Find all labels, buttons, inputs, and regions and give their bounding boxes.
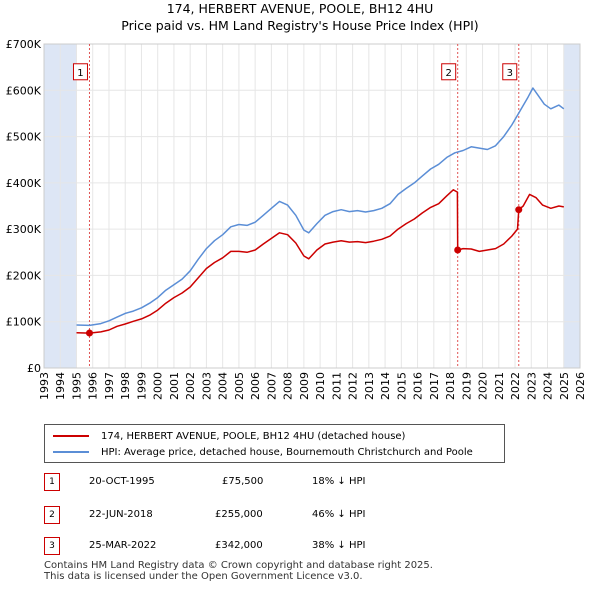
transaction-hpi: 38% ↓ HPI xyxy=(312,540,366,551)
x-tick-label: 2006 xyxy=(249,372,262,400)
x-tick-label: 2007 xyxy=(265,372,278,400)
y-tick-label: £600K xyxy=(6,84,42,97)
annotation-box xyxy=(441,63,457,81)
shaded-period xyxy=(563,44,580,368)
x-tick-label: 2025 xyxy=(558,372,571,400)
x-tick-label: 2020 xyxy=(477,372,490,400)
transaction-price: £342,000 xyxy=(215,540,263,551)
x-tick-label: 2010 xyxy=(314,372,327,400)
x-tick-label: 2002 xyxy=(184,372,197,400)
transaction-point xyxy=(454,246,462,254)
x-tick-label: 2005 xyxy=(233,372,246,400)
transaction-date: 25-MAR-2022 xyxy=(89,540,157,551)
x-tick-label: 2021 xyxy=(493,372,506,400)
chart-title: 174, HERBERT AVENUE, POOLE, BH12 4HU xyxy=(166,1,434,16)
legend-label-hpi: HPI: Average price, detached house, Bour… xyxy=(101,446,473,458)
y-tick-label: £500K xyxy=(6,131,42,144)
x-tick-label: 2012 xyxy=(347,372,360,400)
transaction-hpi: 18% ↓ HPI xyxy=(312,476,366,487)
x-tick-label: 2017 xyxy=(428,372,441,400)
series-line-hpi xyxy=(76,87,565,327)
plot-area xyxy=(44,44,580,368)
footer-licence: This data is licensed under the Open Gov… xyxy=(44,571,363,582)
x-tick-label: 2019 xyxy=(460,372,473,400)
x-tick-label: 2014 xyxy=(379,372,392,400)
transaction-number: 3 xyxy=(44,537,60,555)
y-tick-label: £0 xyxy=(27,362,41,375)
series-line-price xyxy=(76,189,564,334)
annotation-label: 1 xyxy=(77,68,83,79)
y-tick-label: £200K xyxy=(6,269,42,282)
chart-subtitle: Price paid vs. HM Land Registry's House … xyxy=(121,18,479,33)
x-tick-label: 2004 xyxy=(217,372,230,400)
transaction-point xyxy=(85,329,93,337)
x-tick-label: 2008 xyxy=(282,372,295,400)
transaction-date: 22-JUN-2018 xyxy=(89,509,153,520)
x-tick-label: 2011 xyxy=(330,372,343,400)
legend-swatch-price xyxy=(53,435,89,437)
y-tick-label: £300K xyxy=(6,223,42,236)
x-tick-label: 2016 xyxy=(412,372,425,400)
x-tick-label: 1997 xyxy=(103,372,116,400)
legend-item-hpi: HPI: Average price, detached house, Bour… xyxy=(53,445,473,459)
x-tick-label: 2023 xyxy=(525,372,538,400)
x-tick-label: 2026 xyxy=(574,372,587,400)
price-chart: £0 £100K £200K £300K £400K £500K £600K £700K 199… xyxy=(6,38,587,400)
legend-label-price: 174, HERBERT AVENUE, POOLE, BH12 4HU (de… xyxy=(101,430,406,442)
footer-copyright: Contains HM Land Registry data © Crown c… xyxy=(44,560,433,571)
x-tick-label: 2013 xyxy=(363,372,376,400)
transaction-number: 2 xyxy=(44,506,60,524)
y-tick-label: £100K xyxy=(6,316,42,329)
transaction-point xyxy=(515,206,523,214)
transaction-number: 1 xyxy=(44,473,60,491)
x-tick-label: 1996 xyxy=(87,372,100,400)
y-tick-label: £700K xyxy=(6,38,42,51)
x-tick-label: 2024 xyxy=(542,372,555,400)
x-tick-label: 2009 xyxy=(298,372,311,400)
x-tick-label: 2015 xyxy=(395,372,408,400)
x-tick-label: 1995 xyxy=(70,372,83,400)
annotation-label: 2 xyxy=(446,68,452,79)
x-tick-label: 1993 xyxy=(38,372,51,400)
plot-border xyxy=(43,43,581,369)
x-tick-label: 2001 xyxy=(168,372,181,400)
y-tick-label: £400K xyxy=(6,177,42,190)
legend-swatch-hpi xyxy=(53,451,89,453)
x-tick-label: 2022 xyxy=(509,372,522,400)
x-tick-label: 1998 xyxy=(119,372,132,400)
annotation-label: 3 xyxy=(507,68,513,79)
x-tick-label: 1999 xyxy=(135,372,148,400)
annotation-box xyxy=(72,63,88,81)
transaction-price: £75,500 xyxy=(222,476,264,487)
transaction-date: 20-OCT-1995 xyxy=(89,476,155,487)
x-tick-label: 1994 xyxy=(54,372,67,400)
transaction-price: £255,000 xyxy=(215,509,263,520)
legend: 174, HERBERT AVENUE, POOLE, BH12 4HU (de… xyxy=(44,424,505,463)
x-tick-label: 2003 xyxy=(200,372,213,400)
transaction-hpi: 46% ↓ HPI xyxy=(312,509,366,520)
x-tick-label: 2000 xyxy=(152,372,165,400)
x-tick-label: 2018 xyxy=(444,372,457,400)
annotation-box xyxy=(502,63,518,81)
legend-item-price: 174, HERBERT AVENUE, POOLE, BH12 4HU (de… xyxy=(53,429,405,443)
